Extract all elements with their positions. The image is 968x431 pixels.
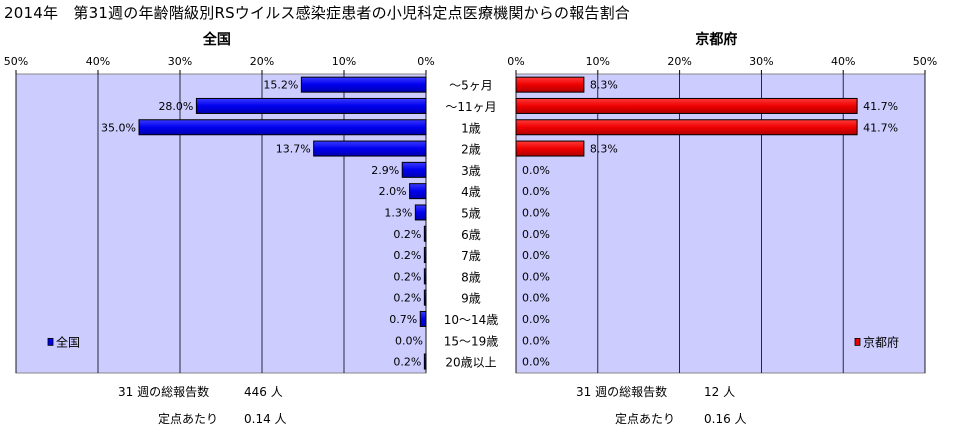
national-data-label: 35.0%: [101, 121, 136, 134]
national-data-label: 0.2%: [393, 356, 421, 369]
left-plot-area: 50% 40% 30% 20% 10% 0% 全国 15.2% 28.0% 35.0% 13.7% 2…: [4, 31, 435, 374]
category-label: 5歳: [461, 206, 481, 220]
national-data-label: 0.7%: [389, 313, 417, 326]
national-bar: [401, 161, 427, 178]
kyoto-plot-background: [515, 73, 926, 374]
kyoto-data-label: 0.0%: [522, 164, 550, 177]
footer-left-total: 31 週の総報告数 446 人: [118, 383, 283, 400]
national-data-label: 0.2%: [393, 249, 421, 262]
category-label: 10～14歳: [444, 313, 499, 327]
national-data-label: 1.3%: [384, 206, 412, 219]
national-bar: [419, 310, 427, 327]
national-bar: [423, 225, 427, 242]
national-bar: [423, 289, 427, 306]
national-bar: [138, 119, 427, 136]
national-tick-label: 50%: [4, 55, 28, 68]
category-label: 7歳: [461, 249, 481, 263]
right-plot-area: 0% 10% 20% 30% 40% 50% 京都府 8.3% 41.7% 41.7% 8.3% 0.…: [507, 31, 937, 374]
national-data-label: 0.0%: [395, 334, 423, 347]
national-data-label: 0.2%: [393, 292, 421, 305]
national-data-label: 2.0%: [379, 185, 407, 198]
kyoto-data-label: 0.0%: [522, 292, 550, 305]
kyoto-bar: [515, 119, 858, 136]
category-label: 6歳: [461, 228, 481, 242]
footer-right-per-label: 定点あたり: [615, 412, 676, 426]
kyoto-tick-label: 30%: [749, 55, 773, 68]
kyoto-data-label: 0.0%: [522, 185, 550, 198]
category-label: 20歳以上: [445, 356, 496, 370]
category-label: 4歳: [461, 185, 481, 199]
kyoto-data-label: 41.7%: [863, 121, 898, 134]
kyoto-data-label: 8.3%: [590, 143, 618, 156]
national-bar: [423, 268, 427, 285]
category-labels: ～5ヶ月 ～11ヶ月 1歳 2歳 3歳 4歳 5歳 6歳 7歳 8歳 9歳 10～14歳 15～19歳 2…: [444, 79, 499, 370]
footer-right-per-value: 0.16 人: [704, 412, 747, 426]
category-label: 8歳: [461, 270, 481, 284]
national-tick-label: 20%: [250, 55, 274, 68]
national-bar: [195, 97, 427, 114]
footer-left-per-value: 0.14 人: [244, 412, 287, 426]
category-label: 15～19歳: [444, 334, 499, 348]
kyoto-tick-label: 40%: [831, 55, 855, 68]
footer-left-per: 定点あたり 0.14 人: [158, 410, 287, 427]
national-data-label: 0.2%: [393, 228, 421, 241]
kyoto-tick-label: 20%: [667, 55, 691, 68]
kyoto-legend-label: 京都府: [863, 334, 899, 349]
category-label: 3歳: [461, 164, 481, 178]
footer-right-total-value: 12 人: [704, 385, 736, 399]
national-legend-swatch: [47, 337, 54, 346]
kyoto-data-label: 0.0%: [522, 334, 550, 347]
footer-left-total-value: 446 人: [244, 385, 283, 399]
kyoto-data-label: 8.3%: [590, 79, 618, 92]
category-label: ～11ヶ月: [445, 100, 496, 114]
footer-right-total-label: 31 週の総報告数: [576, 385, 668, 399]
footer-right-total: 31 週の総報告数 12 人: [576, 383, 735, 400]
kyoto-bar: [515, 140, 585, 157]
national-bar: [409, 183, 427, 200]
national-data-label: 0.2%: [393, 270, 421, 283]
national-bar: [313, 140, 427, 157]
kyoto-data-label: 0.0%: [522, 249, 550, 262]
national-tick-label: 30%: [168, 55, 192, 68]
kyoto-data-label: 0.0%: [522, 270, 550, 283]
kyoto-data-label: 0.0%: [522, 228, 550, 241]
national-tick-label: 0%: [417, 55, 434, 68]
kyoto-legend-swatch: [854, 337, 861, 346]
category-label: ～5ヶ月: [449, 79, 493, 93]
national-data-label: 13.7%: [276, 143, 311, 156]
national-tick-label: 40%: [86, 55, 110, 68]
kyoto-bar: [515, 76, 585, 93]
kyoto-data-label: 0.0%: [522, 206, 550, 219]
chart-title: 2014年 第31週の年齢階級別RSウイルス感染症患者の小児科定点医療機関からの…: [4, 4, 631, 22]
footer-left-per-label: 定点あたり: [158, 412, 219, 426]
national-data-label: 15.2%: [263, 79, 298, 92]
kyoto-tick-label: 50%: [913, 55, 937, 68]
national-data-label: 2.9%: [371, 164, 399, 177]
national-bar: [414, 204, 427, 221]
national-bar: [423, 353, 427, 370]
kyoto-data-label: 0.0%: [522, 313, 550, 326]
national-plot-background: [15, 73, 427, 374]
national-legend-label: 全国: [56, 334, 80, 349]
kyoto-tick-label: 10%: [586, 55, 610, 68]
kyoto-tick-label: 0%: [507, 55, 524, 68]
category-label: 2歳: [461, 143, 481, 157]
category-label: 9歳: [461, 292, 481, 306]
national-bar: [423, 247, 427, 264]
kyoto-data-label: 41.7%: [863, 100, 898, 113]
kyoto-data-label: 0.0%: [522, 356, 550, 369]
category-label: 1歳: [461, 121, 481, 135]
kyoto-bar: [515, 97, 858, 114]
national-bar: [300, 76, 427, 93]
national-tick-label: 10%: [332, 55, 356, 68]
national-panel-title: 全国: [202, 31, 231, 48]
footer-left-total-label: 31 週の総報告数: [118, 385, 210, 399]
footer-right-per: 定点あたり 0.16 人: [615, 410, 747, 427]
kyoto-panel-title: 京都府: [695, 31, 737, 48]
national-data-label: 28.0%: [158, 100, 193, 113]
